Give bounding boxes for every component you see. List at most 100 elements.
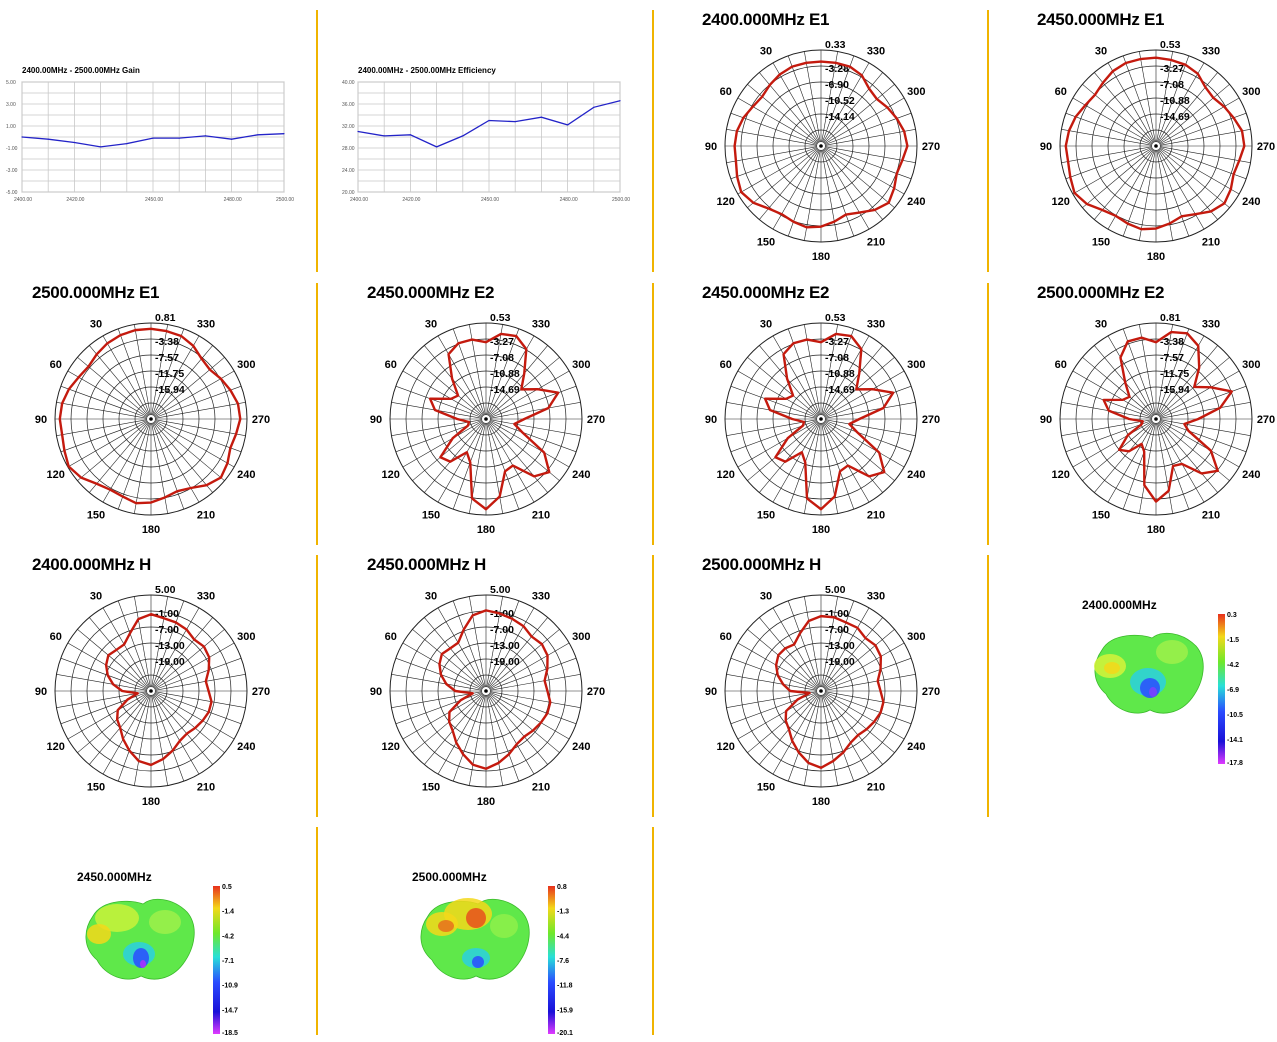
column-divider: [987, 555, 989, 817]
polar-spoke: [1157, 62, 1205, 143]
chart-title: 2450.000MHz E1: [1037, 10, 1165, 29]
polar-spoke: [821, 149, 838, 241]
polar-spoke: [1107, 149, 1155, 230]
polar-spoke: [402, 370, 483, 418]
polar-spoke: [823, 148, 883, 220]
colorbar-label: 0.5: [222, 884, 232, 891]
radial-tick-label: -7.57: [155, 352, 179, 364]
angle-label: 210: [867, 509, 885, 521]
polar-spoke: [488, 629, 560, 689]
polar-plot: 30 330 60 300 90 270 120 240 150 210 180 0.81 -3.38 -…: [1040, 312, 1275, 536]
polar-spoke: [117, 328, 150, 416]
polar-chart-2500-e1: 2500.000MHz E1 30 330 60 300 90 270 120 240 150 2…: [20, 281, 300, 543]
colorbar-label: -1.4: [222, 909, 234, 916]
colorbar-label: -4.2: [1227, 662, 1239, 669]
polar-spoke: [154, 385, 242, 418]
radial-tick-label: -10.88: [1160, 95, 1190, 107]
angle-label: 30: [90, 591, 102, 603]
polar-spoke: [1122, 422, 1155, 510]
polar-spoke: [153, 629, 225, 689]
data-point: [383, 135, 385, 137]
colorbar-label: -14.7: [222, 1007, 238, 1014]
data-point: [257, 134, 259, 136]
angle-label: 90: [705, 141, 717, 153]
polar-spoke: [772, 62, 820, 143]
polar-spoke: [1072, 370, 1153, 418]
angle-label: 150: [757, 781, 775, 793]
y-tick-label: -3.00: [6, 168, 18, 174]
angle-label: 120: [1052, 196, 1070, 208]
polar-spoke: [412, 357, 484, 417]
column-divider: [652, 10, 654, 272]
angle-label: 120: [47, 741, 65, 753]
polar-spoke: [402, 692, 483, 740]
polar-spoke: [821, 694, 838, 786]
angle-label: 210: [1202, 509, 1220, 521]
column-divider: [987, 10, 989, 272]
angle-label: 210: [867, 781, 885, 793]
data-point: [488, 119, 490, 122]
chart-title: 2450.000MHz: [77, 870, 152, 884]
y-tick-label: -1.00: [6, 146, 18, 152]
angle-label: 150: [1092, 509, 1110, 521]
polar-spoke: [747, 629, 819, 689]
polar-spoke: [77, 421, 149, 481]
colorbar: [213, 886, 220, 1034]
angle-label: 180: [812, 251, 830, 263]
polar-spoke: [824, 97, 905, 145]
angle-label: 270: [922, 414, 940, 426]
radial-tick-label: -13.00: [490, 640, 520, 652]
column-divider: [316, 10, 318, 272]
polar-spoke: [153, 693, 225, 753]
polar-spoke: [60, 385, 148, 418]
x-tick-label: 2500.00: [612, 197, 630, 203]
angle-label: 210: [1202, 236, 1220, 248]
angle-label: 120: [717, 196, 735, 208]
polar-spoke: [424, 693, 484, 765]
polar-chart-2400-e1: 2400.000MHz E1 30 330 60 300 90 270 120 240 150 2…: [690, 8, 970, 270]
chart-title: 2450.000MHz H: [367, 555, 486, 574]
polar-spoke: [1157, 422, 1205, 503]
polar-spoke: [487, 600, 520, 688]
angle-label: 150: [87, 781, 105, 793]
radial-tick-label: -3.38: [155, 336, 179, 348]
polar-spoke: [726, 674, 818, 691]
surface-shading: [1149, 687, 1157, 697]
radial-tick-label: -7.00: [490, 624, 514, 636]
polar-spoke: [1122, 328, 1155, 416]
angle-label: 210: [532, 781, 550, 793]
polar-spoke: [154, 402, 246, 419]
polar-chart-2450-e2: 2450.000MHz E2 30 330 60 300 90 270 120 240 150 2…: [355, 281, 635, 543]
polar-spoke: [824, 642, 905, 690]
angle-label: 300: [907, 631, 925, 643]
angle-label: 330: [867, 319, 885, 331]
angle-label: 60: [720, 86, 732, 98]
polar-spoke: [1065, 147, 1153, 180]
polar-spoke: [1157, 149, 1205, 230]
surface-shading: [87, 924, 111, 944]
angle-label: 150: [757, 509, 775, 521]
polar-spoke: [117, 694, 150, 782]
polar-spoke: [823, 617, 883, 689]
polar-spoke: [1082, 148, 1154, 208]
polar-spoke: [56, 419, 148, 436]
polar-spoke: [759, 617, 819, 689]
polar-spoke: [412, 421, 484, 481]
polar-center: [1154, 144, 1158, 148]
angle-label: 30: [90, 319, 102, 331]
colorbar-label: 0.8: [557, 884, 567, 891]
polar-spoke: [824, 420, 912, 453]
polar-spoke: [1156, 51, 1173, 143]
angle-label: 150: [422, 509, 440, 521]
polar-spoke: [804, 596, 821, 688]
polar-chart-2450-h: 2450.000MHz H 30 330 60 300 90 270 120 240 150 21…: [355, 553, 635, 815]
polar-spoke: [152, 600, 185, 688]
x-tick-label: 2450.00: [481, 197, 499, 203]
polar-spoke: [151, 596, 168, 688]
data-point: [462, 135, 464, 137]
polar-spoke: [1082, 421, 1154, 481]
polar-spoke: [730, 385, 818, 418]
polar-spoke: [737, 642, 818, 690]
radial-tick-label: 0.53: [825, 312, 846, 324]
angle-label: 150: [87, 509, 105, 521]
